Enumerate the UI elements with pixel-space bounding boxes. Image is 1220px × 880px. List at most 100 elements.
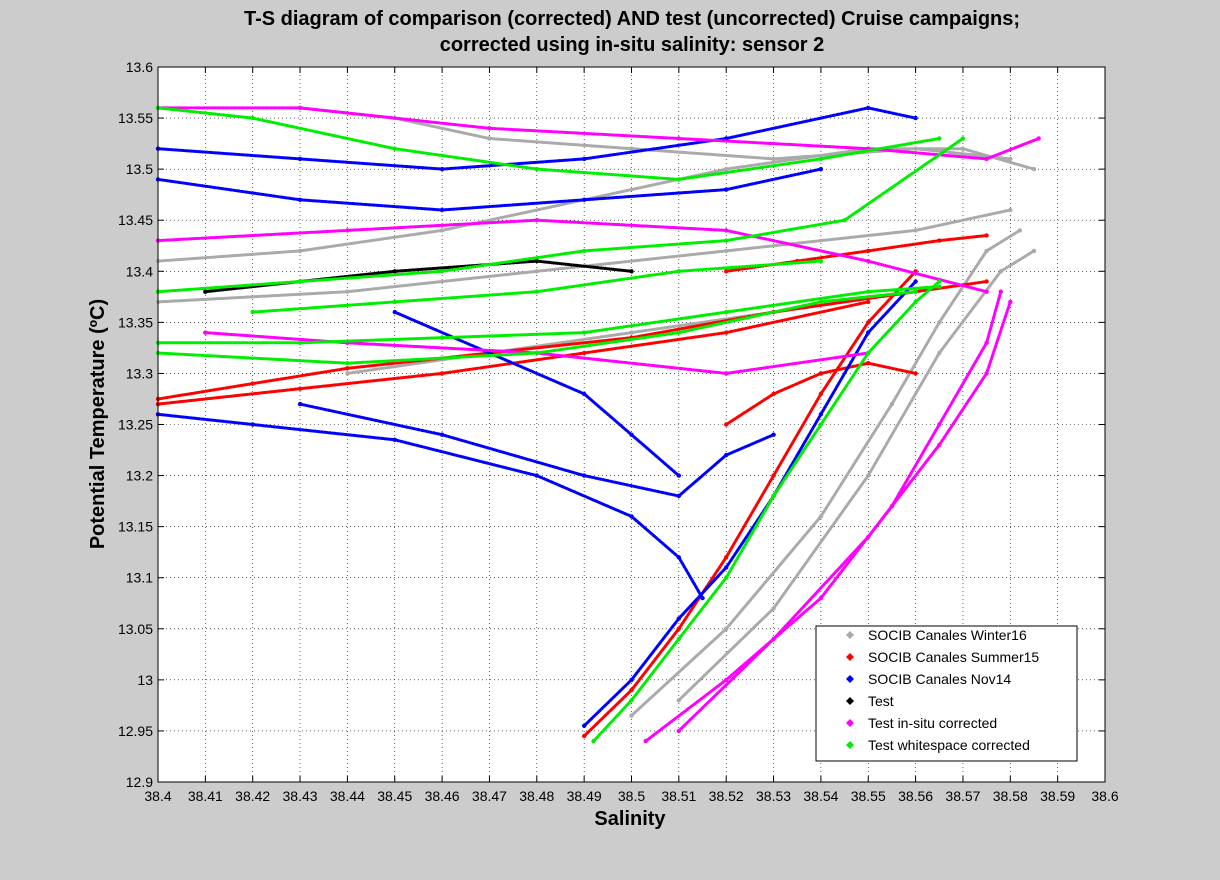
data-point <box>937 422 942 427</box>
x-tick-label: 38.54 <box>803 788 838 804</box>
data-point <box>984 289 989 294</box>
data-point <box>591 738 596 744</box>
series-trace <box>677 249 1036 702</box>
data-point <box>913 115 918 121</box>
y-tick-label: 13.25 <box>118 417 153 433</box>
y-tick-label: 12.95 <box>118 723 153 739</box>
data-point <box>937 136 942 141</box>
data-point <box>866 473 871 478</box>
data-point <box>582 330 587 335</box>
data-point <box>937 442 942 448</box>
data-point <box>866 320 871 325</box>
data-point <box>960 136 966 141</box>
data-point <box>345 371 350 376</box>
data-point <box>1031 248 1037 254</box>
x-tick-label: 38.43 <box>283 788 318 804</box>
ticks: 38.4 38.41 38.42 38.43 38.44 38.45 38.46 38.47 3… <box>118 59 1119 804</box>
data-point <box>866 105 871 111</box>
legend-entry-label: SOCIB Canales Summer15 <box>868 649 1039 665</box>
data-point <box>984 371 989 376</box>
legend-marker <box>846 675 854 683</box>
x-tick-label: 38.48 <box>519 788 554 804</box>
data-series <box>155 105 1041 744</box>
data-point <box>582 473 587 478</box>
data-point <box>984 279 989 284</box>
data-point <box>724 575 729 580</box>
data-point <box>582 156 587 162</box>
data-point <box>724 269 729 274</box>
data-point <box>629 713 634 718</box>
data-point <box>676 493 681 499</box>
data-point <box>818 422 824 427</box>
x-tick-label: 38.49 <box>567 788 602 804</box>
data-point <box>345 366 350 371</box>
data-point <box>913 279 918 284</box>
data-point <box>676 626 681 631</box>
data-point <box>818 299 824 305</box>
y-axis-label: Potential Temperature (ºC) <box>87 299 109 549</box>
data-point <box>629 677 634 683</box>
data-point <box>984 340 989 345</box>
data-point <box>913 228 918 233</box>
data-point <box>582 391 587 397</box>
data-point <box>534 218 539 223</box>
y-tick-label: 13 <box>137 672 153 688</box>
x-tick-label: 38.56 <box>898 788 933 804</box>
data-point <box>297 340 303 345</box>
data-point <box>676 698 681 703</box>
series-trace <box>156 290 918 365</box>
x-tick-label: 38.57 <box>945 788 980 804</box>
data-point <box>534 350 539 356</box>
y-tick-label: 13.3 <box>126 365 153 381</box>
data-point <box>297 401 303 407</box>
data-point <box>629 269 634 274</box>
legend-entry-label: SOCIB Canales Winter16 <box>868 627 1027 643</box>
legend-marker <box>846 653 854 661</box>
data-point <box>676 136 681 141</box>
legend-entry-label: Test in-situ corrected <box>868 715 997 731</box>
data-point <box>818 514 824 519</box>
data-point <box>439 207 445 213</box>
y-tick-label: 13.1 <box>126 570 153 586</box>
data-point <box>629 330 634 335</box>
data-point <box>771 473 776 478</box>
data-point <box>250 309 255 315</box>
x-tick-label: 38.5 <box>618 788 645 804</box>
y-tick-label: 13.15 <box>118 519 153 535</box>
data-point <box>866 289 871 294</box>
x-tick-label: 38.58 <box>993 788 1028 804</box>
data-point <box>345 289 350 294</box>
data-point <box>818 258 824 264</box>
x-tick-label: 38.45 <box>377 788 412 804</box>
data-point <box>250 422 255 427</box>
x-tick-label: 38.41 <box>188 788 223 804</box>
data-point <box>937 350 942 356</box>
data-point <box>937 279 942 284</box>
data-point <box>771 606 776 611</box>
data-point <box>203 289 208 294</box>
chart-title-line-1: T-S diagram of comparison (corrected) AN… <box>244 8 1020 30</box>
data-point <box>297 279 303 284</box>
data-point <box>534 269 539 274</box>
data-point <box>724 248 729 254</box>
x-tick-label: 38.53 <box>756 788 791 804</box>
data-point <box>818 166 824 172</box>
data-point <box>998 289 1003 294</box>
data-point <box>937 320 942 325</box>
data-point <box>984 233 989 238</box>
data-point <box>203 330 208 335</box>
y-tick-label: 13.45 <box>118 212 153 228</box>
data-point <box>345 361 350 366</box>
data-point <box>771 391 776 397</box>
data-point <box>487 126 492 131</box>
data-point <box>676 616 681 621</box>
x-tick-label: 38.59 <box>1040 788 1075 804</box>
data-point <box>960 146 966 151</box>
data-point <box>392 299 397 305</box>
data-point <box>724 238 729 243</box>
series-trace <box>298 402 776 498</box>
legend: SOCIB Canales Winter16 SOCIB Canales Summ… <box>815 625 1078 762</box>
data-point <box>676 555 681 560</box>
data-point <box>724 626 729 631</box>
